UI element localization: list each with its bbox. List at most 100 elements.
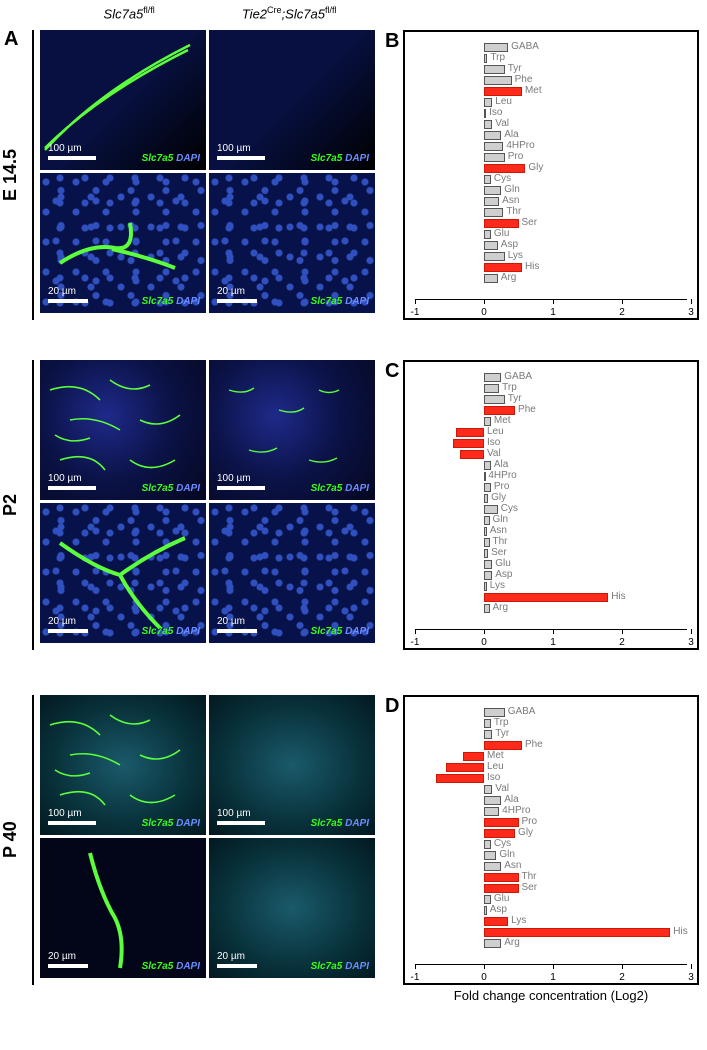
image-row: 100 µm Slc7a5 DAPI100 µm Slc7a5 DAPI: [40, 360, 375, 500]
bar-row: Iso: [405, 773, 697, 784]
aa-label: Tyr: [495, 728, 509, 739]
aa-label: Asn: [490, 525, 507, 536]
image-block: 100 µm Slc7a5 DAPI100 µm Slc7a5 DAPI 20 µm S…: [40, 360, 375, 646]
bar-row: Tyr: [405, 729, 697, 740]
aa-label: GABA: [504, 371, 532, 382]
aa-label: Arg: [493, 602, 509, 613]
scale-bar-label: 100 µm: [48, 473, 82, 484]
bar-row: Phe: [405, 405, 697, 416]
scale-bar: 100 µm: [217, 808, 265, 825]
bar-row: Arg: [405, 273, 697, 284]
axis-tick-label: 1: [550, 307, 556, 318]
scale-bar-line: [48, 299, 88, 303]
bar-row: Trp: [405, 718, 697, 729]
aa-label: His: [611, 591, 625, 602]
image-row: 100 µmSlc7a5 DAPI100 µmSlc7a5 DAPI: [40, 30, 375, 170]
aa-label: Ala: [504, 129, 518, 140]
bar-row: Cys: [405, 174, 697, 185]
scale-bar-label: 20 µm: [48, 286, 76, 297]
panel-label-D: D: [385, 695, 399, 718]
aa-label: Trp: [490, 52, 505, 63]
axis-tick-label: 1: [550, 972, 556, 983]
bar-rect: [484, 884, 519, 893]
axis-tick-label: -1: [411, 972, 420, 983]
bar-row: Trp: [405, 383, 697, 394]
aa-label: Met: [494, 415, 511, 426]
scale-bar-line: [217, 629, 257, 633]
axis-tick: [415, 629, 416, 634]
bar-rect: [446, 763, 484, 772]
scale-bar-label: 20 µm: [217, 616, 245, 627]
micrograph: 20 µmSlc7a5 DAPI: [40, 838, 206, 978]
bar-row: Thr: [405, 537, 697, 548]
bar-rect: [484, 65, 505, 74]
bar-rect: [484, 76, 512, 85]
aa-label: Asp: [490, 904, 507, 915]
bar-row: 4HPro: [405, 141, 697, 152]
axis-tick-label: 3: [688, 637, 694, 648]
bar-row: Lys: [405, 581, 697, 592]
bar-row: Ala: [405, 795, 697, 806]
bar-rect: [484, 928, 670, 937]
axis-tick-label: 0: [481, 307, 487, 318]
bar-rect: [484, 142, 503, 151]
axis-tick: [415, 299, 416, 304]
scale-bar: 20 µm: [48, 616, 88, 633]
bar-row: Ala: [405, 130, 697, 141]
scale-bar-line: [48, 821, 96, 825]
aa-label: Val: [487, 448, 501, 459]
bar-row: Lys: [405, 251, 697, 262]
bar-rect: [484, 582, 487, 591]
scale-bar-line: [48, 156, 96, 160]
bar-row: Trp: [405, 53, 697, 64]
aa-label: His: [525, 261, 539, 272]
bar-row: Ser: [405, 218, 697, 229]
scale-bar: 100 µm: [48, 473, 96, 490]
chart-inner: GABATrpTyrPheMetLeuIsoValAla4HProProGlyC…: [405, 697, 697, 983]
bar-row: 4HPro: [405, 471, 697, 482]
bar-rect: [484, 186, 501, 195]
aa-label: Glu: [494, 228, 510, 239]
micrograph: 20 µmSlc7a5 DAPI: [209, 838, 375, 978]
axis-tick-label: 3: [688, 972, 694, 983]
bar-row: Met: [405, 86, 697, 97]
aa-label: Met: [487, 750, 504, 761]
aa-label: Gly: [528, 162, 543, 173]
bar-row: Pro: [405, 482, 697, 493]
axis-tick-label: 2: [619, 307, 625, 318]
bar-row: Gly: [405, 493, 697, 504]
x-axis: [415, 629, 687, 630]
aa-label: Iso: [487, 437, 500, 448]
aa-label: Gly: [491, 492, 506, 503]
axis-tick: [484, 299, 485, 304]
bar-rect: [484, 527, 487, 536]
bar-rect: [484, 406, 515, 415]
aa-label: Tyr: [508, 393, 522, 404]
axis-tick-label: 2: [619, 972, 625, 983]
aa-label: Trp: [494, 717, 509, 728]
aa-label: Ser: [491, 547, 507, 558]
aa-label: Pro: [508, 151, 524, 162]
axis-tick: [691, 964, 692, 969]
aa-label: Glu: [495, 558, 511, 569]
bar-rect: [484, 164, 525, 173]
bar-rect: [484, 120, 492, 129]
bar-rect: [484, 87, 522, 96]
axis-tick: [553, 629, 554, 634]
bar-rect: [484, 895, 491, 904]
bar-rect: [484, 98, 492, 107]
bar-row: 4HPro: [405, 806, 697, 817]
bar-row: GABA: [405, 372, 697, 383]
scale-bar-label: 20 µm: [48, 951, 76, 962]
stain-label: Slc7a5 DAPI: [142, 483, 200, 494]
aa-label: Tyr: [508, 63, 522, 74]
bar-row: Iso: [405, 108, 697, 119]
bar-row: His: [405, 592, 697, 603]
micrograph: 100 µm Slc7a5 DAPI: [40, 360, 206, 500]
genotype-wt-base: Slc7a5: [104, 6, 144, 21]
aa-label: Ser: [522, 217, 538, 228]
axis-tick-label: 2: [619, 637, 625, 648]
axis-tick: [553, 299, 554, 304]
bar-rect: [484, 917, 508, 926]
aa-label: GABA: [511, 41, 539, 52]
